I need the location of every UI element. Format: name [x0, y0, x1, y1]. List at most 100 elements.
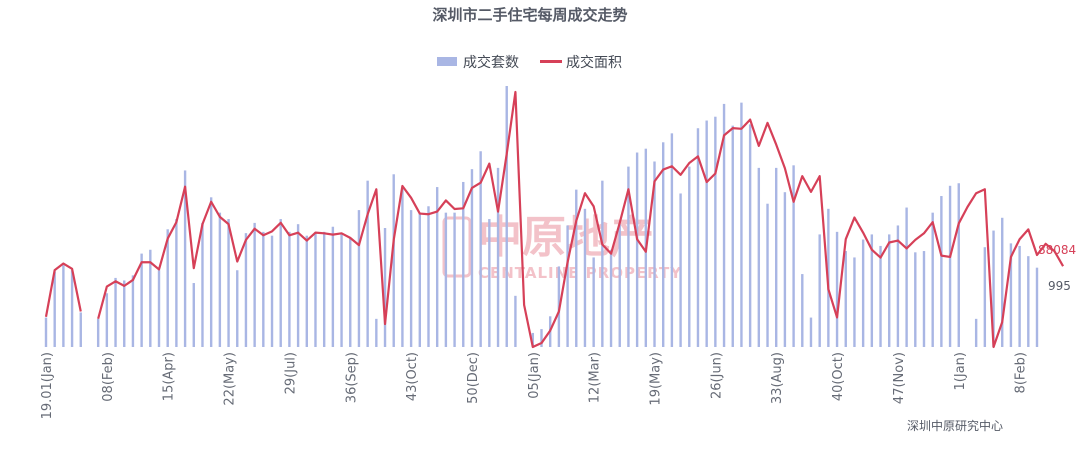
bar-mark: [731, 125, 734, 347]
bar-mark: [809, 317, 813, 347]
bar-mark: [766, 203, 769, 347]
x-tick-label: 36(Sep): [344, 352, 359, 403]
x-tick-label: 26(Jun): [709, 352, 724, 399]
bar-mark: [444, 212, 448, 347]
x-tick-label: 19.01(Jan): [40, 352, 55, 419]
bar-mark: [992, 230, 995, 347]
x-tick-label: 15(Apr): [162, 352, 177, 401]
bar-mark: [305, 235, 308, 347]
line-segment: [97, 90, 1065, 349]
bar-mark: [653, 161, 656, 347]
bar-mark: [218, 212, 222, 347]
bar-mark: [505, 86, 508, 347]
bar-mark: [870, 234, 874, 347]
bar-mark: [853, 257, 856, 347]
bar-mark: [227, 219, 230, 347]
bar-mark: [496, 167, 500, 347]
bar-mark: [270, 235, 274, 347]
bar-mark: [236, 270, 239, 347]
x-tick-label: 22(May): [223, 352, 238, 406]
line-series: [44, 90, 1065, 349]
bar-mark: [123, 280, 126, 347]
bar-mark: [105, 293, 109, 347]
bar-mark: [157, 270, 161, 347]
bar-mark: [757, 167, 761, 347]
watermark-logo-icon: [442, 216, 472, 278]
bar-mark: [401, 188, 404, 347]
bar-mark: [714, 116, 717, 348]
x-tick-label: 40(Oct): [831, 352, 846, 401]
bar-mark: [583, 208, 587, 347]
bar-mark: [1035, 267, 1039, 347]
bar-mark: [974, 318, 978, 347]
bar-mark: [331, 226, 335, 347]
x-tick-label: 08(Feb): [101, 352, 116, 402]
bar-mark: [740, 102, 743, 347]
bar-mark: [792, 165, 795, 347]
legend-line-label: 成交面积: [566, 54, 622, 71]
bar-mark: [322, 231, 326, 347]
bar-mark: [435, 187, 439, 347]
x-tick-label: 50(Dec): [466, 352, 481, 404]
bar-mark: [905, 207, 908, 347]
bar-mark: [662, 142, 665, 347]
bar-mark: [540, 329, 543, 347]
bar-mark: [201, 222, 204, 347]
bar-mark: [818, 234, 821, 347]
bar-mark: [244, 233, 248, 347]
bar-mark: [53, 271, 56, 347]
bar-mark: [288, 231, 291, 347]
bar-mark: [175, 219, 178, 347]
line-end-label: 88084: [1038, 243, 1076, 257]
x-tick-label: 8(Feb): [1014, 352, 1029, 393]
bar-mark: [801, 274, 804, 347]
bar-mark: [888, 234, 891, 347]
bar-mark: [209, 197, 213, 347]
bar-mark: [427, 206, 430, 347]
bar-mark: [253, 222, 256, 347]
bar-mark: [70, 270, 74, 347]
bar-mark: [166, 229, 169, 347]
x-axis-ticks: 19.01(Jan) 08(Feb) 15(Apr) 22(May) 29(Jul) 36…: [40, 352, 1029, 419]
bar-series: [44, 86, 1039, 348]
bar-mark: [462, 181, 465, 347]
bar-mark: [349, 238, 352, 347]
legend-line-swatch: [540, 60, 562, 63]
bar-mark: [896, 225, 900, 347]
bar-mark: [453, 212, 456, 347]
x-tick-label: 19(May): [649, 352, 664, 406]
bar-mark: [1001, 217, 1004, 347]
bar-mark: [314, 231, 317, 347]
bar-mark: [488, 219, 491, 347]
bar-mark: [861, 239, 865, 347]
chart-title: 深圳市二手住宅每周成交走势: [432, 6, 627, 24]
bar-mark: [149, 249, 152, 347]
bar-mark: [679, 193, 682, 347]
bar-mark: [470, 169, 474, 347]
bar-mark: [948, 185, 952, 347]
bar-mark: [375, 318, 378, 347]
x-tick-label: 47(Nov): [892, 352, 907, 404]
bar-mark: [140, 253, 143, 347]
bar-mark: [479, 151, 482, 347]
bar-mark: [131, 275, 135, 347]
bar-mark: [114, 277, 117, 347]
bar-mark: [775, 167, 778, 347]
bar-mark: [1027, 256, 1030, 347]
bar-mark: [96, 318, 100, 347]
legend-bar-label: 成交套数: [463, 54, 519, 71]
bar-mark: [696, 128, 700, 347]
bar-mark: [1009, 243, 1013, 347]
line-segment: [44, 262, 82, 317]
bar-mark: [62, 265, 65, 347]
bar-mark: [609, 249, 613, 347]
bar-mark: [783, 192, 787, 347]
bar-mark: [722, 103, 726, 347]
watermark-en: CENTALINE PROPERTY: [478, 264, 682, 282]
legend: 成交套数 成交面积: [437, 54, 622, 71]
bar-mark: [922, 251, 926, 347]
bar-mark: [931, 212, 934, 347]
bar-mark: [383, 228, 387, 347]
